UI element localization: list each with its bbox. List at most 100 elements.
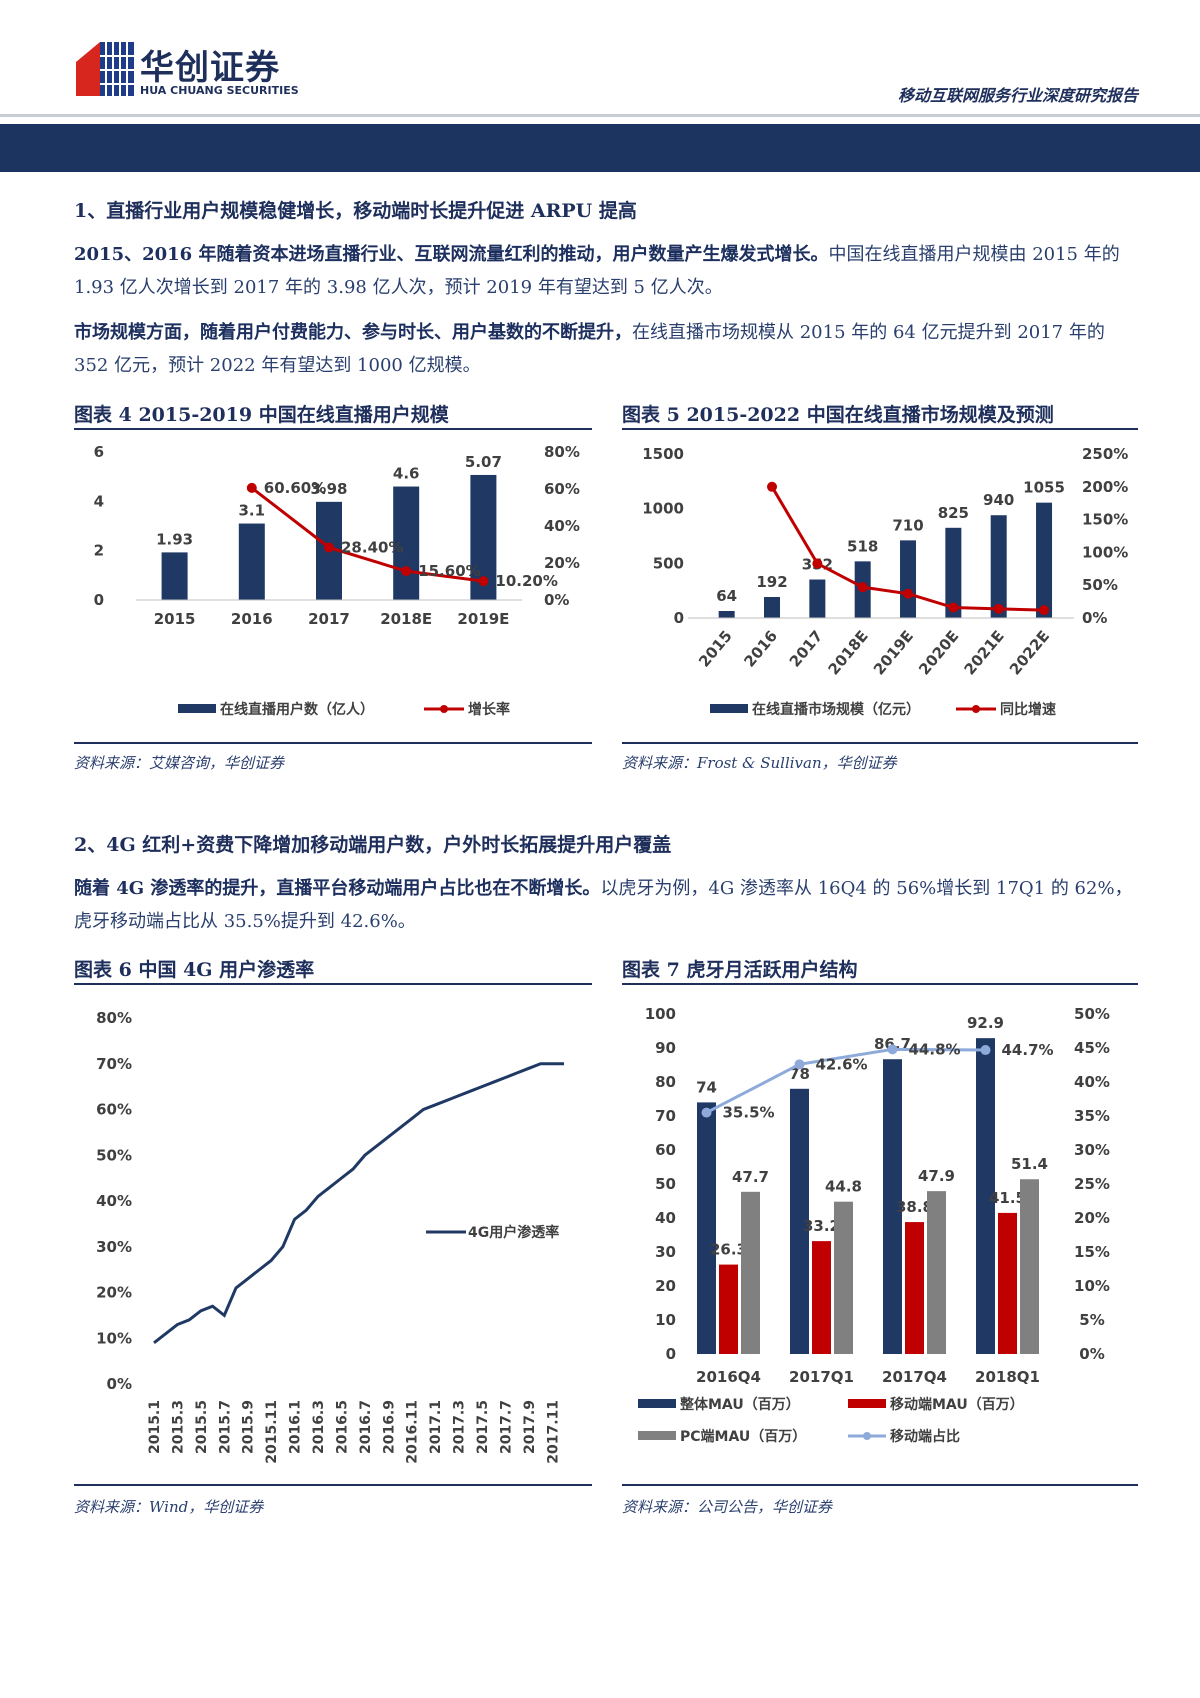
fig5-bar-label: 1055 — [1023, 479, 1065, 497]
fig4-xaxis-tick: 2019E — [457, 610, 509, 628]
fig5-xaxis-tick: 2021E — [961, 627, 1008, 678]
paragraph-2-emphasis: 市场规模方面，随着用户付费能力、参与时长、用户基数的不断提升， — [74, 322, 632, 343]
fig7-mobile-share-point — [794, 1059, 805, 1070]
fig7-bar-label: 26.3 — [710, 1241, 747, 1259]
fig4-bar-label: 4.6 — [393, 465, 420, 483]
fig7-yaxis-right-tick: 25% — [1074, 1175, 1110, 1193]
fig5-yaxis-left-tick: 1500 — [642, 445, 684, 463]
fig5-bar — [945, 527, 962, 618]
fig5-growth-point — [948, 602, 959, 613]
fig5-bar-label: 64 — [716, 587, 737, 605]
fig7-yaxis-right-tick: 35% — [1074, 1107, 1110, 1125]
paragraph-3-emphasis: 随着 4G 渗透率的提升，直播平台移动端用户占比也在不断增长。 — [74, 878, 601, 899]
fig6-yaxis-tick: 50% — [96, 1146, 132, 1164]
fig6-yaxis-tick: 80% — [96, 1009, 132, 1027]
fig4-growth-label: 28.40% — [341, 538, 403, 556]
fig6-xaxis-tick: 2015.3 — [170, 1400, 186, 1454]
fig7-yaxis-left-tick: 100 — [645, 1005, 676, 1023]
fig4-growth-label: 10.20% — [495, 572, 557, 590]
fig5-growth-point — [767, 481, 778, 492]
fig4-legend-swatch-marker — [440, 705, 448, 713]
fig5-xaxis-tick: 2022E — [1006, 627, 1053, 678]
fig7-bar — [812, 1241, 831, 1354]
fig5-bar-label: 825 — [938, 504, 969, 522]
fig7-yaxis-right-tick: 40% — [1074, 1073, 1110, 1091]
fig5-yaxis-right-tick: 100% — [1082, 543, 1128, 561]
fig6-xaxis-tick: 2017.11 — [545, 1400, 561, 1464]
fig7-bottom-rule — [622, 1484, 1138, 1486]
fig7-bar-label: 51.4 — [1011, 1155, 1048, 1173]
fig4-growth-point — [478, 576, 489, 587]
fig4-growth-label: 60.60% — [264, 479, 326, 497]
fig7-bar — [927, 1191, 946, 1354]
fig5-yaxis-right-tick: 50% — [1082, 576, 1118, 594]
fig7-legend-marker — [863, 1432, 871, 1440]
fig4-xaxis-tick: 2016 — [231, 610, 273, 628]
fig7-bar — [905, 1222, 924, 1354]
fig7-yaxis-left-tick: 60 — [655, 1141, 676, 1159]
fig4-yaxis-right-tick: 0% — [544, 591, 569, 609]
fig5-source: 资料来源：Frost & Sullivan，华创证券 — [622, 754, 897, 772]
fig4-growth-line — [250, 486, 484, 583]
fig5-legend-label-bar: 在线直播市场规模（亿元） — [752, 701, 920, 718]
fig7-bar — [719, 1264, 738, 1354]
fig5-yaxis-right-tick: 250% — [1082, 445, 1128, 463]
fig7-legend-swatch — [638, 1431, 676, 1440]
fig6-xaxis-tick: 2016.5 — [334, 1400, 350, 1454]
fig6-chart: 0% 10% 20% 30% 40% 50% 60% 70% 80% 2015.1 2015.3 20… — [96, 1009, 564, 1464]
fig7-mobile-share-point — [887, 1044, 898, 1055]
fig5-yaxis-left-tick: 0 — [674, 609, 684, 627]
fig5-bar — [1036, 502, 1053, 618]
fig7-yaxis-left-tick: 50 — [655, 1175, 676, 1193]
fig7-legend-label: 整体MAU（百万） — [679, 1396, 800, 1413]
fig7-legend-label: 移动端占比 — [890, 1428, 960, 1445]
paragraph-2-text: 在线直播市场规模从 2015 年的 64 亿元提升到 2017 年的 352 亿… — [74, 322, 1105, 376]
fig7-yaxis-left-tick: 90 — [655, 1039, 676, 1057]
fig7-yaxis-right-tick: 5% — [1079, 1311, 1104, 1329]
fig4-bar-label: 1.93 — [156, 530, 193, 548]
paragraph-1: 2015、2016 年随着资本进场直播行业、互联网流量红利的推动，用户数量产生爆… — [74, 238, 1140, 304]
fig6-yaxis-tick: 60% — [96, 1101, 132, 1119]
fig4-yaxis-left-tick: 2 — [94, 542, 104, 560]
fig7-yaxis-left-tick: 80 — [655, 1073, 676, 1091]
fig7-xaxis-tick: 2017Q4 — [882, 1368, 947, 1386]
fig5-growth-point — [903, 588, 914, 599]
paragraph-1-emphasis: 2015、2016 年随着资本进场直播行业、互联网流量红利的推动，用户数量产生爆… — [74, 244, 829, 265]
fig7-bar-label: 44.8 — [825, 1178, 862, 1196]
logo-text-cn: 华创证券 — [140, 48, 280, 88]
fig7-yaxis-left-tick: 10 — [655, 1311, 676, 1329]
fig7-bar-label: 78 — [789, 1065, 810, 1083]
fig7-bar-label: 38.8 — [896, 1198, 933, 1216]
fig6-yaxis-tick: 10% — [96, 1329, 132, 1347]
fig7-mobile-share-label: 44.7% — [1002, 1041, 1054, 1059]
fig6-top-rule — [74, 983, 592, 985]
fig6-yaxis-tick: 30% — [96, 1238, 132, 1256]
fig7-bar-label: 41.5 — [989, 1189, 1026, 1207]
fig5-growth-point — [857, 582, 868, 593]
fig5-xaxis-tick: 2019E — [870, 627, 917, 678]
fig4-bar-label: 3.98 — [310, 480, 347, 498]
fig5-bar — [990, 515, 1007, 618]
fig7-mobile-share-label: 35.5% — [723, 1104, 775, 1122]
fig6-xaxis-tick: 2015.1 — [147, 1400, 163, 1454]
fig7-yaxis-right-tick: 45% — [1074, 1039, 1110, 1057]
fig5-growth-point — [993, 603, 1004, 614]
fig7-mobile-share-label: 44.8% — [909, 1040, 961, 1058]
fig4-title: 图表 4 2015-2019 中国在线直播用户规模 — [74, 404, 449, 426]
fig7-yaxis-left-tick: 20 — [655, 1277, 676, 1295]
fig5-legend-label-line: 同比增速 — [1000, 701, 1056, 718]
fig7-bar — [1020, 1179, 1039, 1354]
fig5-bar-label: 710 — [892, 516, 923, 534]
fig6-yaxis-tick: 0% — [107, 1375, 132, 1393]
fig5-bar-label: 518 — [847, 537, 878, 555]
fig5-bar — [900, 540, 917, 618]
fig7-yaxis-right-tick: 50% — [1074, 1005, 1110, 1023]
fig5-xaxis-tick: 2016 — [740, 627, 781, 671]
fig6-xaxis-tick: 2016.7 — [358, 1400, 374, 1454]
fig5-growth-point — [1039, 605, 1050, 616]
fig6-xaxis-tick: 2017.1 — [428, 1400, 444, 1454]
fig4-bar-label: 3.1 — [239, 502, 266, 520]
fig5-yaxis-right-tick: 150% — [1082, 511, 1128, 529]
paragraph-3: 随着 4G 渗透率的提升，直播平台移动端用户占比也在不断增长。以虎牙为例，4G … — [74, 872, 1140, 938]
fig4-bar — [161, 552, 188, 600]
